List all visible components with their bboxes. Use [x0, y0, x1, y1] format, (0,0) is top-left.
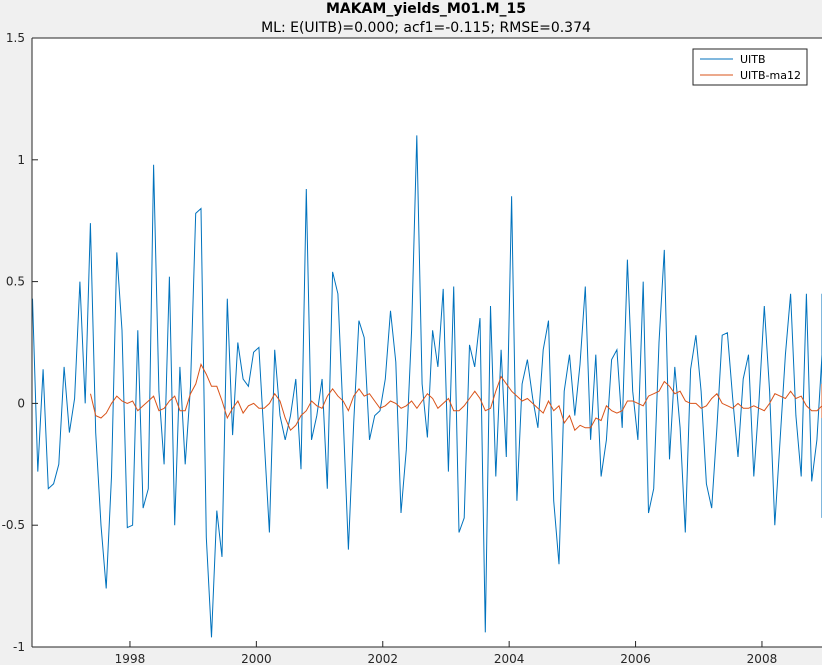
y-ticks: -1 -0.5 0 0.5 1 1.5	[2, 31, 38, 654]
plot-area	[32, 38, 822, 647]
x-tick-label: 2008	[747, 652, 778, 665]
x-ticks: 1998 2000 2002 2004 2006 2008	[115, 641, 778, 665]
chart-title: MAKAM_yields_M01.M_15	[326, 1, 526, 17]
y-tick-label: 1	[17, 153, 25, 167]
legend-label-uitb-ma12: UITB-ma12	[740, 69, 801, 82]
x-tick-label: 2002	[367, 652, 398, 665]
x-tick-label: 2004	[494, 652, 525, 665]
y-tick-label: -0.5	[2, 518, 25, 532]
legend: UITB UITB-ma12	[692, 48, 808, 86]
y-tick-label: 0	[17, 396, 25, 410]
y-tick-label: -1	[13, 640, 25, 654]
y-tick-label: 1.5	[6, 31, 25, 45]
chart-subtitle: ML: E(UITB)=0.000; acf1=-0.115; RMSE=0.3…	[261, 20, 591, 36]
x-tick-label: 2000	[241, 652, 272, 665]
x-tick-label: 2006	[620, 652, 651, 665]
axes	[31, 37, 822, 648]
y-tick-label: 0.5	[6, 275, 25, 289]
series-lines	[32, 135, 822, 638]
legend-box	[692, 48, 808, 86]
legend-label-uitb: UITB	[740, 53, 766, 66]
x-tick-label: 1998	[115, 652, 146, 665]
series-line-uitb-ma12	[90, 363, 822, 432]
series-line-uitb	[32, 135, 822, 638]
